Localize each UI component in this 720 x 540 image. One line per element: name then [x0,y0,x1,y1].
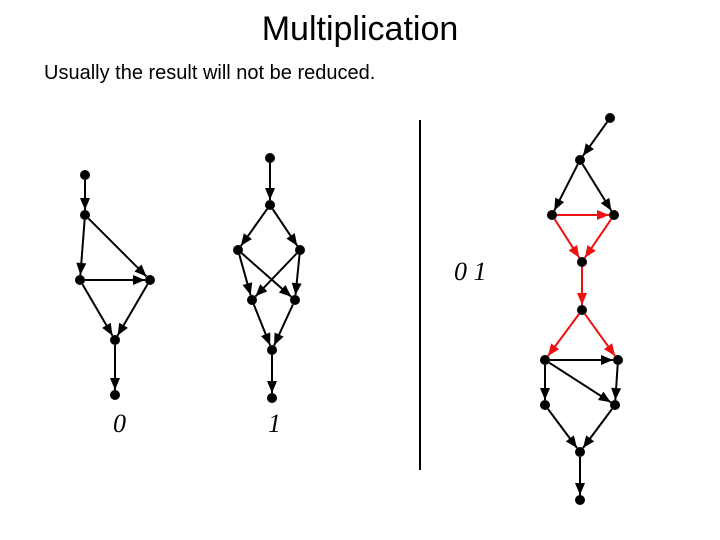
arrowhead-icon [133,275,145,285]
arrowhead-icon [583,435,594,448]
graph-node [613,355,623,365]
graph-node [577,257,587,267]
arrowhead-icon [540,388,550,400]
arrowhead-icon [577,293,587,305]
arrowhead-icon [261,332,270,345]
arrowhead-icon [265,188,275,200]
arrowhead-icon [286,233,297,246]
diagram-label: 0 [113,409,126,438]
arrowhead-icon [597,210,609,220]
arrowhead-icon [583,143,594,156]
graph-node [295,245,305,255]
graph-node [267,345,277,355]
arrowhead-icon [241,233,252,246]
graph-node [577,305,587,315]
graph-node [575,155,585,165]
graph-node [110,390,120,400]
graph-node [540,400,550,410]
arrowhead-icon [585,245,596,258]
arrowhead-icon [598,392,611,403]
graph-node [233,245,243,255]
graph-node [290,295,300,305]
graph-node [265,200,275,210]
arrowhead-icon [601,198,612,211]
graph-node [145,275,155,285]
graph-node [80,170,90,180]
graph-node [575,495,585,505]
arrowhead-icon [76,263,86,275]
arrowhead-icon [575,483,585,495]
arrowhead-icon [569,245,580,258]
arrowhead-icon [110,378,120,390]
graph-node [605,113,615,123]
arrowhead-icon [102,323,112,336]
graph-node [575,447,585,457]
arrowhead-icon [601,355,613,365]
arrowhead-icon [243,282,253,295]
arrowhead-icon [292,283,302,295]
graph-node [610,400,620,410]
graph-node [267,393,277,403]
diagram-label: 1 [268,409,281,438]
graph-node [540,355,550,365]
arrowhead-icon [80,198,90,210]
arrowhead-icon [604,343,615,356]
arrowhead-icon [548,343,559,356]
graph-node [110,335,120,345]
graph-node [80,210,90,220]
graph-node [247,295,257,305]
graph-node [609,210,619,220]
graph-node [547,210,557,220]
graph-node [75,275,85,285]
diagram-label: 0 1 [454,257,487,286]
arrowhead-icon [611,388,621,400]
arrowhead-icon [118,323,128,336]
graph-node [265,153,275,163]
arrowhead-icon [566,435,577,448]
arrowhead-icon [267,381,277,393]
graph-edge [89,219,147,277]
diagram-canvas: 0 1 0 1 [0,0,720,540]
